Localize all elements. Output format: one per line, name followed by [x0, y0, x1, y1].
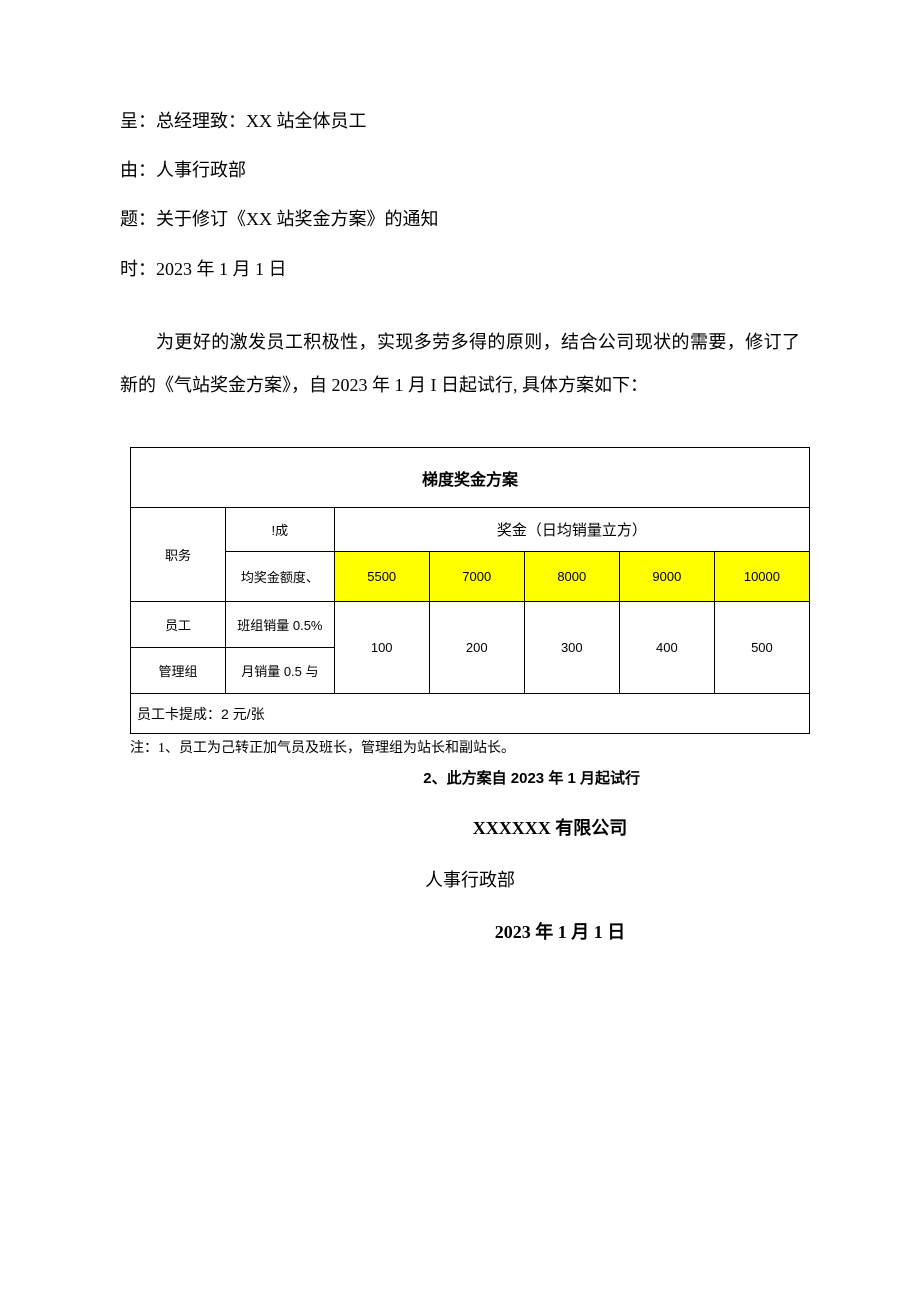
- bonus-table: 梯度奖金方案 职务 !成 奖金（日均销量立方） 均奖金额度、 5500 7000…: [130, 447, 810, 734]
- table-row: 员工 班组销量 0.5% 100 200 300 400 500: [131, 602, 810, 648]
- note-1: 注：1、员工为己转正加气员及班长，管理组为站长和副站长。: [130, 738, 800, 760]
- commission-cell: 月销量 0.5 与: [226, 648, 335, 694]
- table-footer-text: 员工卡提成：2 元/张: [131, 694, 810, 734]
- table-footer-row: 员工卡提成：2 元/张: [131, 694, 810, 734]
- signature-dept: 人事行政部: [120, 866, 800, 892]
- signature-date: 2023 年 1 月 1 日: [120, 918, 800, 944]
- bonus-value-cell: 500: [714, 602, 809, 694]
- bonus-value-cell: 200: [429, 602, 524, 694]
- note-2: 2、此方案自 2023 年 1 月起试行: [120, 767, 800, 788]
- body-paragraph: 为更好的激发员工积极性，实现多劳多得的原则，结合公司现状的需要，修订了新的《气站…: [120, 321, 800, 407]
- memo-date: 时：2023 年 1 月 1 日: [120, 248, 800, 291]
- bonus-value-cell: 300: [524, 602, 619, 694]
- tier-cell: 10000: [714, 552, 809, 602]
- memo-to: 呈：总经理致：XX 站全体员工: [120, 100, 800, 143]
- memo-from: 由：人事行政部: [120, 149, 800, 192]
- memo-subject: 题：关于修订《XX 站奖金方案》的通知: [120, 198, 800, 241]
- tier-cell: 8000: [524, 552, 619, 602]
- col-commission-bottom: 均奖金额度、: [226, 552, 335, 602]
- signature-company: XXXXXX 有限公司: [120, 814, 800, 840]
- tier-cell: 7000: [429, 552, 524, 602]
- bonus-value-cell: 100: [334, 602, 429, 694]
- table-title: 梯度奖金方案: [131, 448, 810, 508]
- commission-cell: 班组销量 0.5%: [226, 602, 335, 648]
- bonus-header: 奖金（日均销量立方）: [334, 508, 809, 552]
- tier-cell: 9000: [619, 552, 714, 602]
- table-header-row-1: 职务 !成 奖金（日均销量立方）: [131, 508, 810, 552]
- col-position-header: 职务: [131, 508, 226, 602]
- bonus-value-cell: 400: [619, 602, 714, 694]
- role-cell: 员工: [131, 602, 226, 648]
- tier-cell: 5500: [334, 552, 429, 602]
- col-commission-top: !成: [226, 508, 335, 552]
- role-cell: 管理组: [131, 648, 226, 694]
- table-title-row: 梯度奖金方案: [131, 448, 810, 508]
